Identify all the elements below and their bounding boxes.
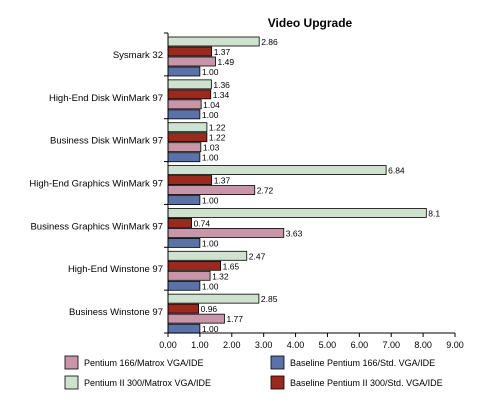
data-label: 1.03 xyxy=(203,143,220,153)
category-label: Business Graphics WinMark 97 xyxy=(30,221,163,232)
legend-label: Pentium 166/Matrox VGA/IDE xyxy=(84,358,204,368)
legend-swatch xyxy=(64,355,79,370)
data-label: 2.72 xyxy=(257,186,274,196)
data-label: 1.36 xyxy=(213,80,230,90)
bar xyxy=(167,175,213,185)
legend-label: Pentium II 300/Matrox VGA/IDE xyxy=(84,378,211,388)
bar xyxy=(167,208,427,218)
bar xyxy=(167,303,200,314)
bar xyxy=(167,323,201,334)
bar-group: 2.861.371.491.001.361.341.041.001.221.22… xyxy=(167,36,440,334)
bar xyxy=(167,218,192,228)
bar xyxy=(167,260,222,271)
x-tick-label: 5.00 xyxy=(319,340,337,350)
data-label: 3.63 xyxy=(286,228,303,238)
legend: Pentium 166/Matrox VGA/IDE Baseline Penti… xyxy=(64,355,443,390)
chart-title: Video Upgrade xyxy=(268,16,353,30)
bar xyxy=(167,313,225,324)
data-label: 1.22 xyxy=(209,133,226,143)
data-label: 2.85 xyxy=(261,294,278,304)
bar xyxy=(167,185,256,195)
data-label: 8.1 xyxy=(428,208,440,218)
bar xyxy=(167,132,208,143)
data-label: 1.00 xyxy=(202,324,219,334)
data-label: 1.00 xyxy=(202,196,219,206)
data-label: 2.86 xyxy=(261,37,278,47)
data-label: 1.00 xyxy=(202,238,219,248)
x-tick-label: 1.00 xyxy=(191,340,209,350)
data-label: 1.77 xyxy=(226,314,243,324)
data-label: 1.37 xyxy=(214,47,231,57)
data-label: 0.96 xyxy=(201,304,218,314)
bar xyxy=(167,109,201,120)
category-label: High-End Winstone 97 xyxy=(68,264,163,275)
x-tick-label: 8.00 xyxy=(414,340,432,350)
bar xyxy=(167,228,285,238)
data-label: 1.00 xyxy=(202,110,219,120)
x-tick-label: 6.00 xyxy=(351,340,369,350)
bar xyxy=(167,142,202,153)
data-label: 1.37 xyxy=(214,176,231,186)
bar xyxy=(167,195,201,205)
data-label: 2.47 xyxy=(249,251,266,261)
bar xyxy=(167,122,208,133)
legend-label: Baseline Pentium 166/Std. VGA/IDE xyxy=(290,358,435,368)
data-label: 1.49 xyxy=(218,57,235,67)
bar xyxy=(167,280,201,291)
category-label: High-End Graphics WinMark 97 xyxy=(29,179,163,190)
axes: Sysmark 32 High-End Disk WinMark 97 Busine… xyxy=(29,32,464,350)
data-label: 0.74 xyxy=(194,218,211,228)
data-label: 1.00 xyxy=(202,67,219,77)
bar xyxy=(167,79,212,90)
bar xyxy=(167,99,202,110)
x-tick-label: 4.00 xyxy=(287,340,305,350)
bar xyxy=(167,36,260,47)
bar xyxy=(167,238,201,248)
x-tick-label: 9.00 xyxy=(446,340,464,350)
bar xyxy=(167,165,387,175)
bar xyxy=(167,250,248,261)
category-label: Business Winstone 97 xyxy=(69,307,163,318)
x-tick-label: 2.00 xyxy=(223,340,241,350)
bar xyxy=(167,66,201,77)
category-label: Sysmark 32 xyxy=(113,50,163,61)
x-tick-label: 0.00 xyxy=(159,340,177,350)
legend-swatch xyxy=(64,375,79,390)
data-label: 1.00 xyxy=(202,281,219,291)
bar xyxy=(167,270,211,281)
legend-label: Baseline Pentium II 300/Std. VGA/IDE xyxy=(290,378,443,388)
data-label: 1.04 xyxy=(203,100,220,110)
data-label: 1.34 xyxy=(213,90,230,100)
x-tick-label: 3.00 xyxy=(255,340,273,350)
bar xyxy=(167,89,212,100)
x-tick-label: 7.00 xyxy=(382,340,400,350)
data-label: 1.00 xyxy=(202,153,219,163)
category-label: High-End Disk WinMark 97 xyxy=(49,93,163,104)
category-label: Business Disk WinMark 97 xyxy=(50,136,163,147)
bar xyxy=(167,46,213,57)
bar xyxy=(167,152,201,163)
legend-swatch xyxy=(270,375,285,390)
legend-swatch xyxy=(270,355,285,370)
data-label: 1.65 xyxy=(223,261,240,271)
bar xyxy=(167,293,260,304)
bar xyxy=(167,56,216,67)
data-label: 1.32 xyxy=(212,271,229,281)
data-label: 1.22 xyxy=(209,123,226,133)
data-label: 6.84 xyxy=(388,166,405,176)
